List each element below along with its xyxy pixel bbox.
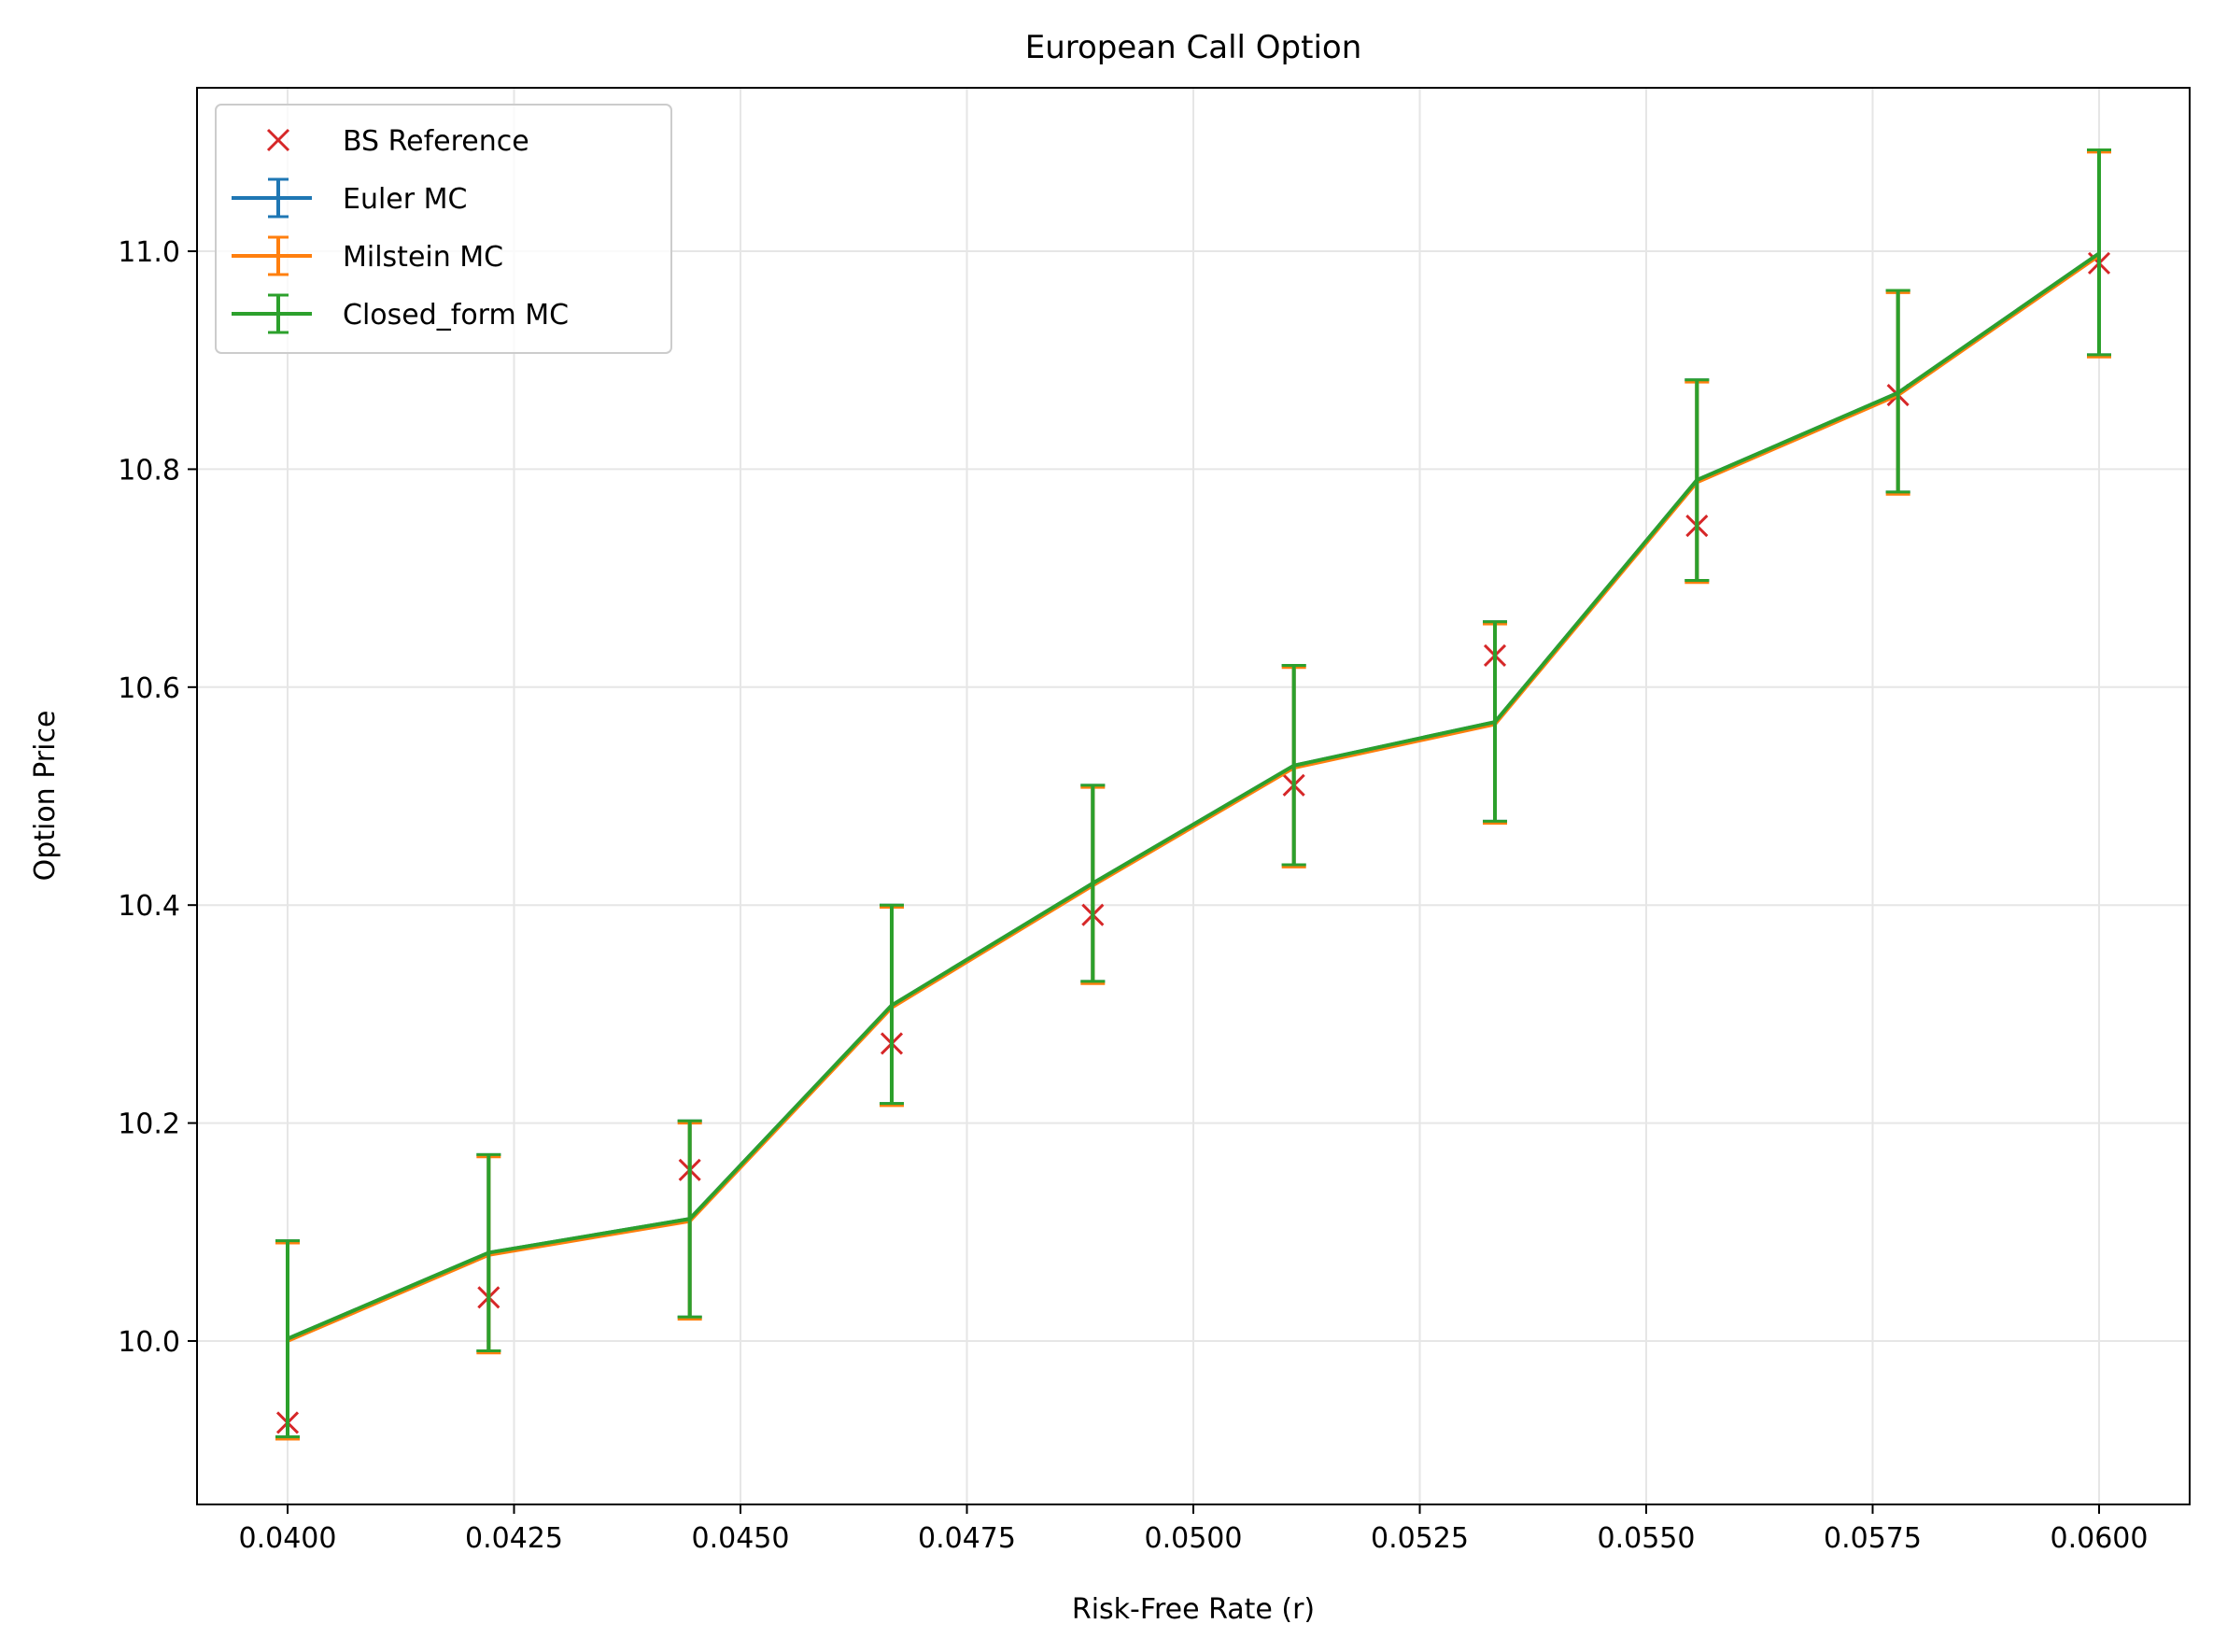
chart-title: European Call Option <box>1025 29 1362 66</box>
y-tick-label: 10.8 <box>118 454 180 487</box>
legend-label: Closed_form MC <box>343 299 569 332</box>
x-tick-label: 0.0575 <box>1824 1522 1922 1555</box>
x-tick-label: 0.0475 <box>918 1522 1016 1555</box>
y-tick-label: 10.4 <box>118 890 180 923</box>
x-tick-label: 0.0600 <box>2051 1522 2149 1555</box>
x-tick-label: 0.0525 <box>1371 1522 1469 1555</box>
x-axis-ticks: 0.0400 0.0425 0.0450 0.0475 0.0500 0.0525 0.05… <box>239 1504 2149 1555</box>
x-tick-label: 0.0425 <box>465 1522 563 1555</box>
legend-item-milstein-mc: Milstein MC <box>232 235 503 276</box>
legend-item-bs-reference: BS Reference <box>266 125 529 158</box>
closed-form-mc-line <box>287 251 2101 1341</box>
closed-form-mc-error-bar <box>2087 148 2111 357</box>
y-tick-label: 10.6 <box>118 672 180 705</box>
plot-area <box>275 148 2111 1441</box>
y-tick-label: 11.0 <box>118 236 180 269</box>
y-tick-label: 10.2 <box>118 1108 180 1141</box>
y-axis-ticks: 10.0 10.2 10.4 10.6 10.8 11.0 <box>118 236 197 1359</box>
y-axis-label: Option Price <box>29 711 62 882</box>
legend-frame <box>215 104 672 354</box>
y-tick-label: 10.0 <box>118 1326 180 1359</box>
x-tick-label: 0.0500 <box>1145 1522 1243 1555</box>
legend-item-closed-form-mc: Closed_form MC <box>232 293 569 334</box>
closed-form-mc-series <box>275 148 2111 1439</box>
milstein-mc-line <box>287 254 2101 1343</box>
x-axis-label: Risk-Free Rate (r) <box>1072 1593 1315 1626</box>
axes-frame <box>196 87 2191 1505</box>
legend-item-euler-mc: Euler MC <box>232 177 467 219</box>
legend-label: Euler MC <box>343 183 467 216</box>
legend: BS Reference Euler MC Milstein MC Closed_fo… <box>215 104 672 354</box>
legend-marker <box>266 128 290 152</box>
legend-label: BS Reference <box>343 125 529 158</box>
x-tick-label: 0.0550 <box>1598 1522 1696 1555</box>
x-tick-label: 0.0400 <box>239 1522 337 1555</box>
legend-label: Milstein MC <box>343 241 503 274</box>
x-tick-label: 0.0450 <box>692 1522 790 1555</box>
